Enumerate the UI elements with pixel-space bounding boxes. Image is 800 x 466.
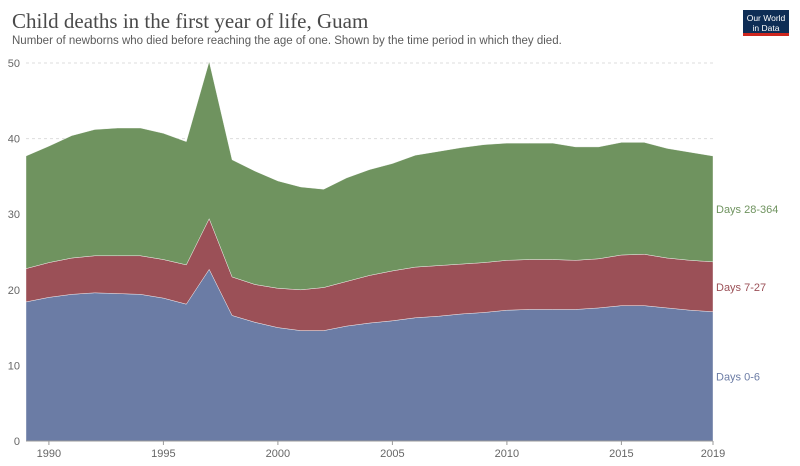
y-tick-label-30: 30 <box>8 209 20 221</box>
x-tick-label-1995: 1995 <box>151 448 175 460</box>
y-tick-label-20: 20 <box>8 285 20 297</box>
series-label-days-7-27[interactable]: Days 7-27 <box>716 282 766 294</box>
series-labels: Days 0-6 Days 7-27 Days 28-364 <box>716 204 778 383</box>
chart-title: Child deaths in the first year of life, … <box>12 9 369 33</box>
chart-subtitle: Number of newborns who died before reach… <box>12 35 562 47</box>
x-tick-label-1990: 1990 <box>37 448 61 460</box>
x-tick-label-2015: 2015 <box>609 448 633 460</box>
series-label-days-28-364[interactable]: Days 28-364 <box>716 204 778 216</box>
x-tick-label-2000: 2000 <box>266 448 290 460</box>
axes: 0 10 20 30 40 50 1990 1995 2000 2005 2010 2015 2019 <box>8 58 725 460</box>
logo-line-1: Our World <box>746 13 786 23</box>
area-days-28-364[interactable] <box>25 60 714 291</box>
owid-logo[interactable]: Our World in Data <box>743 10 789 36</box>
y-tick-label-0: 0 <box>14 436 20 448</box>
x-tick-label-2010: 2010 <box>495 448 519 460</box>
y-tick-label-10: 10 <box>8 360 20 372</box>
y-tick-label-50: 50 <box>8 58 20 70</box>
series-label-days-0-6[interactable]: Days 0-6 <box>716 371 760 383</box>
logo-line-2: in Data <box>752 23 780 33</box>
y-tick-label-40: 40 <box>8 134 20 146</box>
x-tick-label-2005: 2005 <box>380 448 404 460</box>
x-tick-label-2019: 2019 <box>701 448 725 460</box>
area-series <box>25 60 714 442</box>
